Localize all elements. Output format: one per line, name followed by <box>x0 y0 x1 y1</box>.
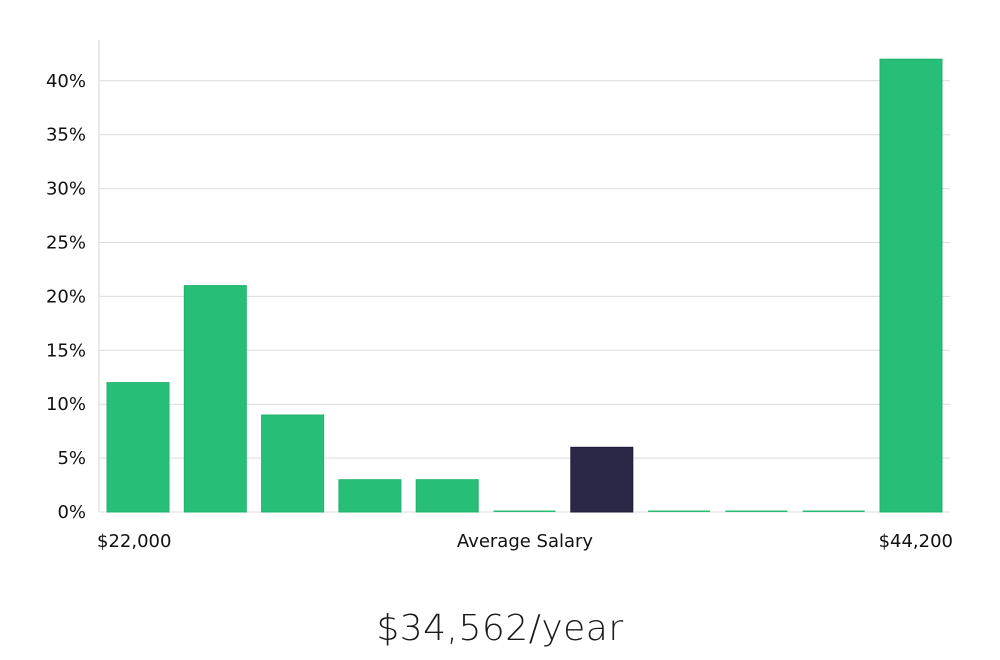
bar <box>415 479 479 513</box>
bars <box>106 58 943 513</box>
y-tick-label: 5% <box>57 448 86 469</box>
bar <box>802 510 865 512</box>
bar <box>183 285 247 513</box>
bar <box>106 382 170 513</box>
x-axis-title: Average Salary <box>457 531 594 552</box>
y-tick-label: 20% <box>46 286 86 307</box>
y-tick-label: 0% <box>57 502 86 523</box>
bar <box>879 58 943 513</box>
bar <box>493 510 556 512</box>
y-tick-label: 30% <box>46 179 86 200</box>
y-tick-label: 40% <box>46 71 86 92</box>
bar <box>648 510 711 512</box>
x-axis-max-label: $44,200 <box>879 531 953 552</box>
average-salary-value: $34,562/year <box>376 608 624 649</box>
y-tick-label: 35% <box>46 125 86 146</box>
bar <box>261 414 325 513</box>
salary-histogram-chart: 0% 5% 10% 15% 20% 25% 30% 35% 40% $22,000 Averag… <box>46 40 953 552</box>
bar-highlight <box>570 446 634 513</box>
bar <box>338 479 402 513</box>
x-axis-min-label: $22,000 <box>97 531 171 552</box>
y-axis-ticks: 0% 5% 10% 15% 20% 25% 30% 35% 40% <box>46 71 86 523</box>
y-tick-label: 15% <box>46 340 86 361</box>
bar <box>725 510 788 512</box>
y-tick-label: 10% <box>46 394 86 415</box>
y-tick-label: 25% <box>46 233 86 254</box>
